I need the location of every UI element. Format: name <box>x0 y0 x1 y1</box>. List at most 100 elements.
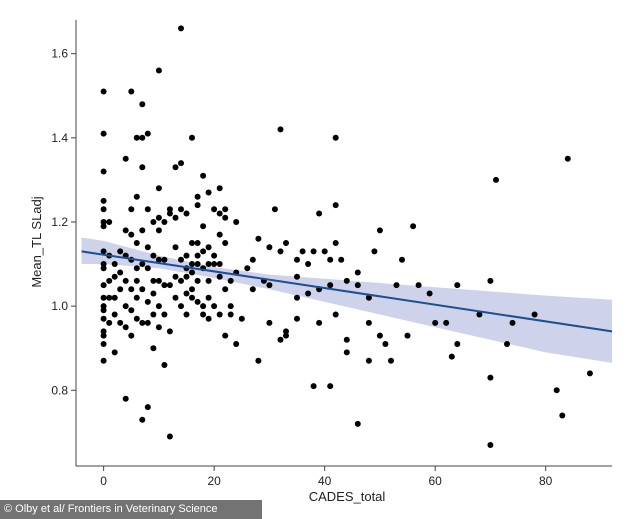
data-point <box>122 303 129 310</box>
data-point <box>283 332 289 339</box>
data-point <box>155 256 162 263</box>
data-point <box>365 294 372 301</box>
data-point <box>133 134 140 141</box>
data-point <box>106 319 113 326</box>
data-point <box>487 374 494 381</box>
data-points-layer <box>100 25 593 448</box>
y-tick-label: 1.0 <box>51 299 68 313</box>
data-point <box>564 155 571 162</box>
data-point <box>100 315 107 322</box>
data-point <box>211 206 218 213</box>
confidence-band <box>81 237 612 363</box>
data-point <box>205 189 212 196</box>
data-point <box>211 252 218 259</box>
data-point <box>100 265 107 272</box>
data-point <box>332 311 339 318</box>
data-point <box>448 353 455 360</box>
regression-line <box>81 250 613 333</box>
data-point <box>122 155 129 162</box>
data-point <box>205 315 212 322</box>
data-point <box>183 290 190 297</box>
data-point <box>100 341 107 347</box>
data-point <box>189 134 195 141</box>
data-point <box>100 248 107 255</box>
data-point <box>161 362 168 368</box>
data-point <box>144 244 151 251</box>
data-point <box>155 185 162 192</box>
data-point <box>354 269 361 276</box>
data-point <box>205 261 212 267</box>
data-point <box>189 294 195 301</box>
data-point <box>371 248 378 255</box>
data-point <box>216 210 223 217</box>
data-point <box>299 248 306 255</box>
data-point <box>150 277 157 284</box>
data-point <box>222 240 229 246</box>
data-point <box>332 134 339 141</box>
data-point <box>100 88 107 95</box>
data-point <box>388 357 394 364</box>
data-point <box>172 244 179 251</box>
data-point <box>227 311 234 318</box>
data-point <box>343 349 350 356</box>
data-point <box>194 202 201 209</box>
data-point <box>122 277 129 284</box>
data-point <box>128 286 135 293</box>
data-point <box>354 420 361 427</box>
data-point <box>504 341 510 347</box>
data-point <box>266 319 273 326</box>
data-point <box>200 311 207 318</box>
data-point <box>139 319 146 326</box>
data-point <box>144 265 151 272</box>
data-point <box>249 286 256 293</box>
data-point <box>553 387 560 394</box>
data-point <box>128 307 135 314</box>
data-point <box>194 252 201 259</box>
data-point <box>128 206 135 213</box>
data-point <box>200 172 207 179</box>
data-point <box>172 214 179 221</box>
data-point <box>100 307 107 314</box>
data-point <box>144 319 151 326</box>
data-point <box>166 433 173 440</box>
data-point <box>166 210 173 217</box>
data-point <box>194 298 201 305</box>
image-credit: © Olby et al/ Frontiers in Veterinary Sc… <box>0 500 262 519</box>
data-point <box>216 311 223 318</box>
data-point <box>128 332 135 339</box>
data-point <box>133 240 140 246</box>
data-point <box>166 206 173 213</box>
data-point <box>161 311 168 318</box>
data-point <box>139 164 146 171</box>
data-point <box>161 256 168 263</box>
data-point <box>139 101 146 108</box>
data-point <box>205 294 212 301</box>
data-point <box>233 219 240 225</box>
data-point <box>178 303 184 310</box>
data-point <box>183 311 190 318</box>
y-tick-label: 0.8 <box>51 383 68 397</box>
x-tick-label: 80 <box>539 474 553 488</box>
x-axis-label: CADES_total <box>309 489 386 504</box>
data-point <box>111 311 118 318</box>
data-point <box>238 315 245 322</box>
data-point <box>255 357 262 364</box>
data-point <box>283 240 289 246</box>
data-point <box>155 277 162 284</box>
data-point <box>266 244 273 251</box>
data-point <box>189 269 195 276</box>
data-point <box>144 206 151 213</box>
data-point <box>222 214 229 221</box>
data-point <box>487 442 494 448</box>
data-point <box>365 357 372 364</box>
data-point <box>161 219 168 225</box>
data-point <box>382 341 389 347</box>
y-tick-label: 1.6 <box>51 47 68 61</box>
data-point <box>150 252 157 259</box>
data-point <box>161 282 168 289</box>
data-point <box>117 286 124 293</box>
data-point <box>216 273 223 280</box>
data-point <box>133 193 140 200</box>
data-point <box>338 256 345 263</box>
data-point <box>211 261 218 267</box>
